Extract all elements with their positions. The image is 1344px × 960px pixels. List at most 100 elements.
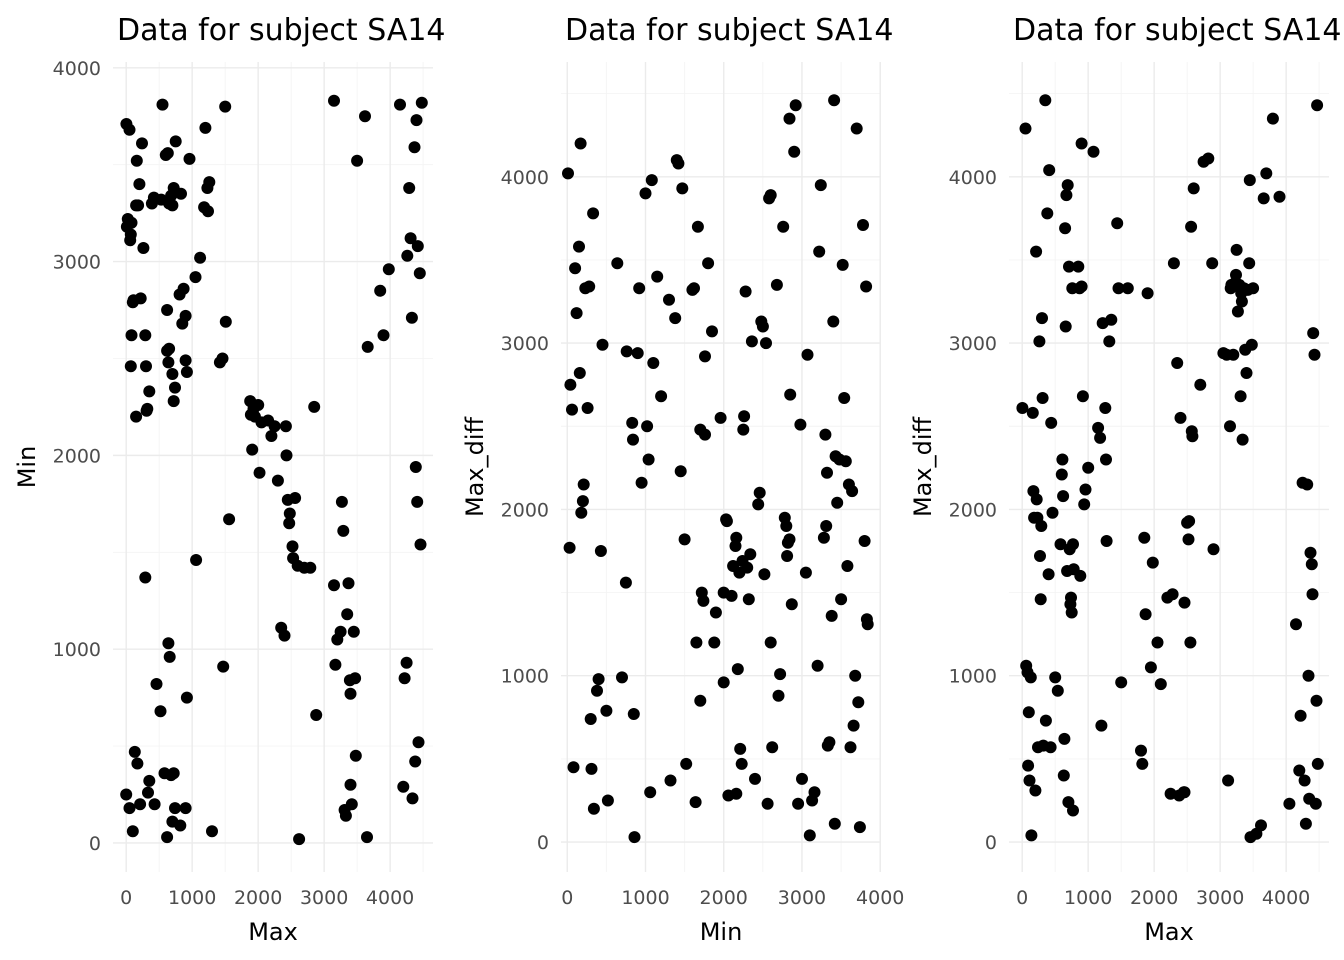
data-point <box>587 207 600 220</box>
data-point <box>1302 669 1315 682</box>
data-point <box>811 659 824 672</box>
data-point <box>1082 461 1095 474</box>
data-point <box>308 400 321 413</box>
data-point <box>1099 402 1112 414</box>
data-point <box>1087 145 1100 158</box>
data-point <box>265 430 278 442</box>
data-point <box>199 121 212 134</box>
scatter-panel-2: 0 1000 2000 3000 4000 0 1000 2000 3000 4000 Data f… <box>461 13 904 946</box>
data-point <box>611 257 624 270</box>
data-point <box>627 708 640 720</box>
data-point <box>179 802 192 815</box>
x-tick-label: 0 <box>561 887 573 909</box>
x-tick-label: 2000 <box>234 887 282 909</box>
data-point <box>789 99 802 112</box>
data-point <box>1245 338 1258 351</box>
data-point <box>1301 478 1314 491</box>
data-point <box>1298 774 1311 787</box>
data-point <box>680 757 693 770</box>
data-point <box>674 465 687 478</box>
data-point <box>1207 543 1220 556</box>
data-point <box>587 802 600 815</box>
data-point <box>1311 99 1324 112</box>
data-point <box>180 366 193 378</box>
data-point <box>156 98 169 111</box>
data-point <box>167 767 180 780</box>
data-point <box>334 625 347 638</box>
x-tick-label: 4000 <box>1262 887 1310 909</box>
data-point <box>823 736 836 749</box>
data-point <box>1151 636 1164 649</box>
data-point <box>1034 550 1046 562</box>
data-point <box>1065 591 1077 604</box>
data-point <box>772 689 785 702</box>
data-point <box>1034 593 1047 606</box>
data-point <box>1182 533 1195 546</box>
data-point <box>738 410 751 423</box>
data-point <box>1041 207 1054 220</box>
data-point <box>720 513 733 526</box>
data-point <box>223 513 236 526</box>
data-point <box>174 819 187 832</box>
y-tick-label: 2000 <box>501 499 549 521</box>
data-point <box>1026 406 1039 419</box>
data-point <box>1059 222 1072 235</box>
data-point <box>694 694 707 707</box>
data-point <box>749 772 761 785</box>
data-point <box>1074 569 1087 582</box>
data-point <box>161 147 174 160</box>
x-tick-label: 3000 <box>1196 887 1244 909</box>
data-point <box>219 315 232 328</box>
data-point <box>1075 137 1088 150</box>
data-point <box>377 329 390 342</box>
x-tick-label: 2000 <box>700 887 748 909</box>
data-point <box>123 123 136 136</box>
data-point <box>1294 709 1307 722</box>
data-point <box>808 786 821 799</box>
data-point <box>217 660 230 673</box>
data-point <box>401 249 414 262</box>
data-point <box>409 461 422 473</box>
data-point <box>1154 678 1167 691</box>
data-point <box>574 137 587 150</box>
data-point <box>570 307 583 320</box>
data-point <box>403 182 416 194</box>
chart-title: Data for subject SA14 <box>565 13 894 48</box>
data-point <box>690 636 703 649</box>
data-point <box>150 678 163 690</box>
data-point <box>744 548 757 561</box>
data-point <box>1260 167 1273 180</box>
data-point <box>596 338 609 351</box>
data-point <box>852 696 865 709</box>
data-point <box>794 418 807 431</box>
data-point <box>1257 192 1270 205</box>
data-point <box>1059 320 1072 333</box>
data-point <box>1023 774 1036 787</box>
scatter-panel-1: 0 1000 2000 3000 4000 0 1000 2000 3000 4000 Data f… <box>13 13 446 946</box>
data-point <box>1115 676 1128 689</box>
data-point <box>130 154 143 167</box>
data-point <box>139 329 152 342</box>
data-point <box>819 428 832 441</box>
data-point <box>594 545 607 557</box>
data-point <box>1255 819 1267 832</box>
data-point <box>128 745 141 758</box>
data-point <box>304 561 317 574</box>
data-point <box>1236 433 1249 446</box>
data-point <box>203 176 216 189</box>
data-point <box>641 420 654 433</box>
data-point <box>280 449 293 462</box>
data-point <box>1095 719 1108 732</box>
data-point <box>1230 243 1243 256</box>
data-point <box>408 141 421 154</box>
data-point <box>163 342 176 355</box>
data-point <box>148 798 161 811</box>
data-point <box>766 741 779 754</box>
data-point <box>125 329 138 342</box>
data-point <box>569 262 582 275</box>
chart-title: Data for subject SA14 <box>1013 13 1342 48</box>
x-tick-label: 3000 <box>778 887 826 909</box>
data-point <box>783 112 796 125</box>
data-point <box>835 593 848 606</box>
data-point <box>1224 420 1236 433</box>
